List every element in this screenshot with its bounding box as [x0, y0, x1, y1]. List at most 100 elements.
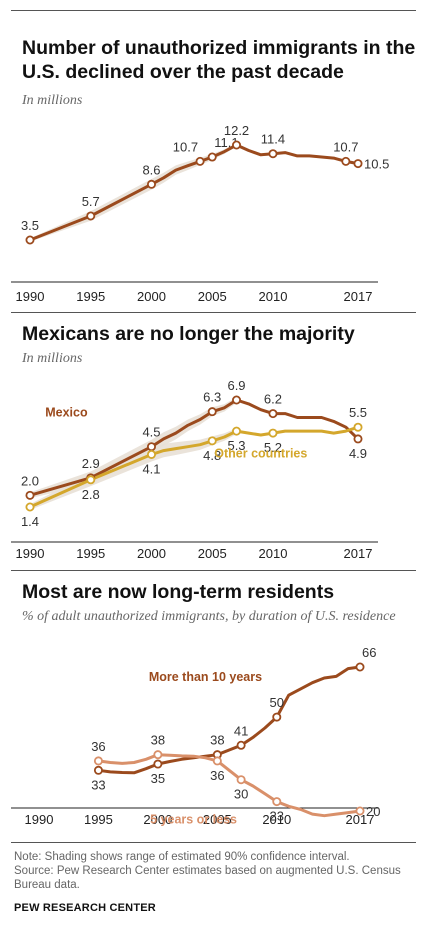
data-label-50: 50 — [270, 695, 284, 710]
data-label-6-2: 6.2 — [264, 392, 282, 407]
data-point-5-5 — [353, 422, 363, 432]
series-line-more-than-10-years — [96, 665, 362, 775]
data-label-10-7: 10.7 — [333, 139, 358, 154]
data-point-3-5 — [25, 235, 35, 245]
data-label-2-0: 2.0 — [21, 473, 39, 488]
data-point-10-7 — [341, 156, 351, 166]
x-tick-label-1995: 1995 — [76, 289, 105, 304]
x-tick-label-2017: 2017 — [344, 289, 373, 304]
data-label-5-2: 5.2 — [264, 440, 282, 455]
data-point-6-9 — [232, 395, 242, 405]
data-label-66: 66 — [362, 646, 376, 660]
data-label-10-7: 10.7 — [173, 139, 198, 154]
data-label-3-5: 3.5 — [21, 218, 39, 233]
data-label-10-5: 10.5 — [364, 157, 389, 172]
x-tick-label-2017: 2017 — [346, 812, 375, 827]
data-point-12-2 — [232, 140, 242, 150]
confidence-band-1-0 — [30, 397, 237, 499]
series-label-5-years-or-less: 5 years or less — [150, 813, 237, 827]
data-point-41 — [236, 740, 246, 750]
section-rule-3 — [11, 570, 416, 571]
data-point-11-1 — [207, 152, 217, 162]
data-point-6-3 — [207, 407, 217, 417]
data-label-5-7: 5.7 — [82, 194, 100, 209]
data-label-36: 36 — [91, 739, 105, 754]
data-point-2-8 — [86, 475, 96, 485]
x-tick-label-1995: 1995 — [76, 546, 105, 561]
data-label-38: 38 — [151, 733, 165, 748]
data-label-11-4: 11.4 — [261, 132, 285, 147]
data-label-5-3: 5.3 — [227, 438, 245, 453]
series-label-mexico: Mexico — [45, 406, 88, 420]
data-point-30 — [236, 775, 246, 785]
data-label-38: 38 — [210, 733, 224, 748]
x-tick-label-2000: 2000 — [137, 546, 166, 561]
series-label-more-than-10-years: More than 10 years — [149, 670, 262, 684]
footer-rule — [11, 842, 416, 843]
data-label-4-5: 4.5 — [142, 425, 160, 440]
series-line-series-0 — [28, 143, 360, 242]
chart-2-subtitle: In millions — [22, 351, 83, 366]
data-point-4-5 — [146, 442, 156, 452]
series-line-5-years-or-less — [96, 753, 362, 818]
chart-1-total-immigrants: 1990 1995 2000 2005 2010 2017 3.5 5.7 8.6 10.7 11.… — [11, 123, 389, 304]
data-label-33: 33 — [91, 777, 105, 792]
x-tick-label-2010: 2010 — [259, 289, 288, 304]
data-label-4-1: 4.1 — [142, 461, 160, 476]
series-line-other-countries — [28, 425, 360, 509]
data-label-4-9: 4.9 — [349, 446, 367, 461]
data-label-35: 35 — [151, 771, 165, 786]
data-point-6-2 — [268, 409, 278, 419]
data-label-41: 41 — [234, 723, 248, 738]
data-point-50 — [272, 712, 282, 722]
chart-3-subtitle: % of adult unauthorized immigrants, by d… — [22, 609, 396, 624]
data-label-12-2: 12.2 — [224, 123, 249, 138]
data-point-4-8 — [207, 436, 217, 446]
series-label-other-countries: Other countries — [214, 446, 307, 460]
x-tick-label-2010: 2010 — [262, 812, 291, 827]
data-label-20: 20 — [366, 804, 380, 819]
data-label-1-4: 1.4 — [21, 514, 39, 529]
x-tick-label-2005: 2005 — [198, 289, 227, 304]
x-tick-label-2000: 2000 — [137, 289, 166, 304]
footnote: Note: Shading shows range of estimated 9… — [14, 850, 414, 892]
confidence-band-1-1 — [30, 428, 237, 510]
data-point-10-7 — [195, 156, 205, 166]
data-point-66 — [355, 662, 365, 672]
data-label-6-3: 6.3 — [203, 390, 221, 405]
x-tick-label-1990: 1990 — [16, 289, 45, 304]
x-tick-label-2005: 2005 — [203, 812, 232, 827]
pew-logo-text: PEW RESEARCH CENTER — [14, 902, 156, 914]
data-point-4-1 — [146, 449, 156, 459]
data-label-2-8: 2.8 — [82, 487, 100, 502]
chart-3-title: Most are now long-term residents — [22, 581, 335, 603]
data-label-8-6: 8.6 — [142, 162, 160, 177]
data-point-35 — [153, 759, 163, 769]
source-text: Source: Pew Research Center estimates ba… — [14, 865, 401, 891]
data-label-23: 23 — [270, 809, 284, 824]
data-label-30: 30 — [234, 787, 248, 802]
data-point-23 — [272, 797, 282, 807]
note-text: Note: Shading shows range of estimated 9… — [14, 851, 350, 863]
x-tick-label-2017: 2017 — [344, 546, 373, 561]
data-point-11-4 — [268, 149, 278, 159]
data-label-36: 36 — [210, 768, 224, 783]
data-point-1-4 — [25, 502, 35, 512]
data-point-5-3 — [232, 426, 242, 436]
x-tick-label-1990: 1990 — [16, 546, 45, 561]
chart-1-subtitle: In millions — [22, 93, 83, 108]
chart-2-mexico-vs-other: 1990 1995 2000 2005 2010 2017 2.0 1.4 2.9 2.8 4.5 4… — [11, 378, 378, 561]
chart-3-duration-of-residence: 1990 1995 2000 2005 2010 2017 36 33 38 35 38 36 41 30… — [11, 646, 380, 827]
x-tick-label-2010: 2010 — [259, 546, 288, 561]
top-rule — [11, 10, 416, 11]
data-point-8-6 — [146, 179, 156, 189]
data-point-4-9 — [353, 434, 363, 444]
data-label-4-8: 4.8 — [203, 448, 221, 463]
x-tick-label-2005: 2005 — [198, 546, 227, 561]
data-label-5-5: 5.5 — [349, 405, 367, 420]
data-point-33 — [93, 765, 103, 775]
series-line-mexico — [28, 398, 360, 497]
data-point-10-5 — [353, 159, 363, 169]
x-tick-label-2000: 2000 — [143, 812, 172, 827]
data-point-38 — [153, 750, 163, 760]
